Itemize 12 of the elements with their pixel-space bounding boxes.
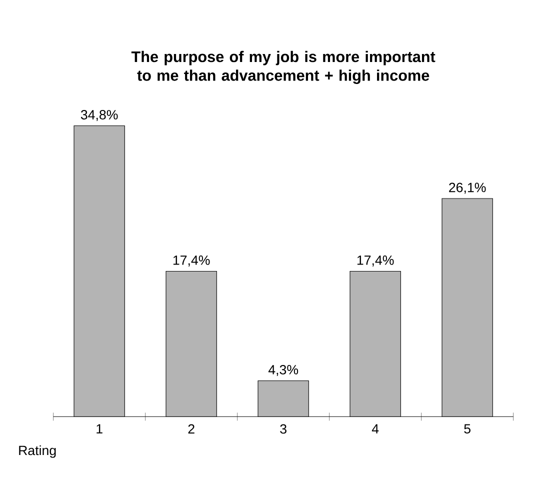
x-tick-label: 5 [464,424,470,434]
x-tick-label: 1 [96,424,102,434]
data-label: 34,8% [80,110,118,122]
data-label: 4,3% [268,365,298,376]
chart-title: The purpose of my job is more important to me than advancement + high income [131,50,436,84]
x-axis-title: Rating [19,445,56,458]
data-label: 17,4% [173,256,210,267]
x-tick-label: 4 [372,424,379,434]
x-tick-label: 3 [280,424,286,434]
x-tick-label: 2 [188,424,194,434]
data-label: 26,1% [449,182,486,194]
data-label: 17,4% [357,256,394,267]
